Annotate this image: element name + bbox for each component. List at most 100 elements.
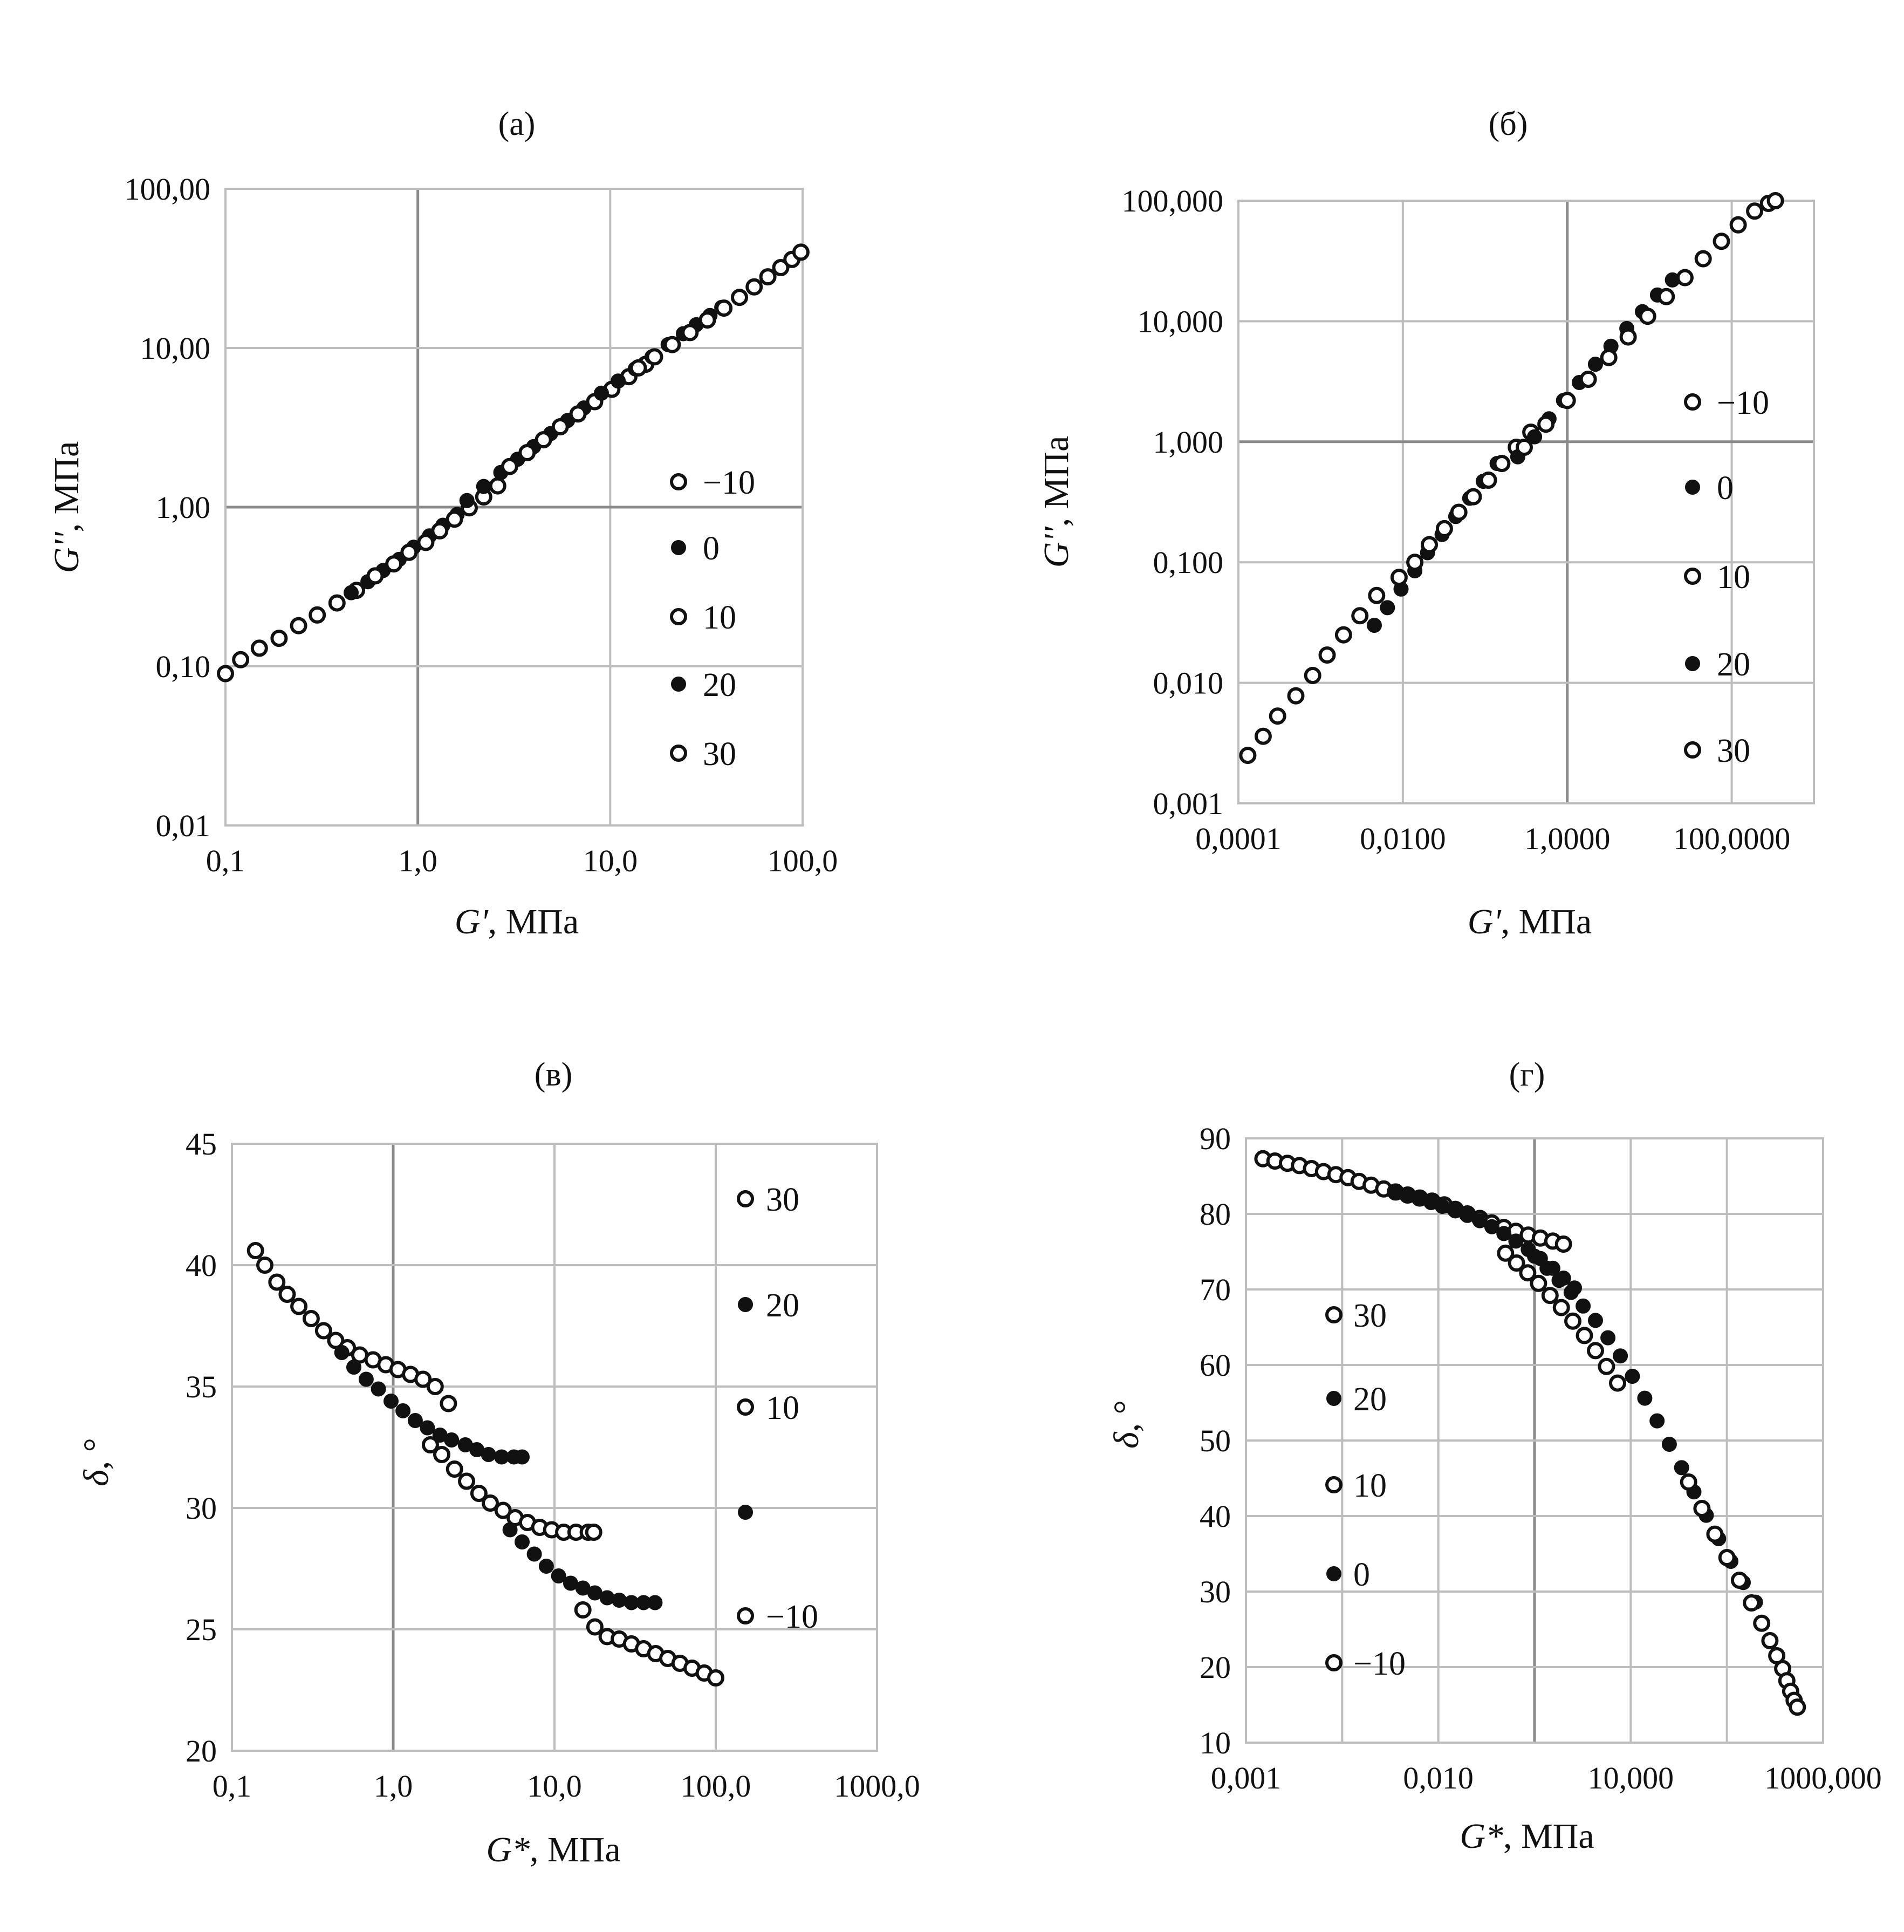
- data-point: [470, 1485, 488, 1502]
- data-point: [268, 1273, 286, 1291]
- legend-marker: [1325, 1476, 1343, 1493]
- y-axis-label: δ, °: [1107, 1400, 1146, 1449]
- data-point: [246, 1242, 264, 1259]
- data-point: [538, 1559, 554, 1574]
- y-axis-variable: G'': [1037, 526, 1076, 568]
- data-point: [302, 1310, 320, 1327]
- data-point: [745, 278, 763, 296]
- data-point: [772, 259, 790, 276]
- x-tick-label: 10,000: [1588, 1760, 1674, 1796]
- data-point: [1480, 472, 1497, 489]
- data-point: [1551, 1273, 1567, 1288]
- x-tick-label: 100,0: [681, 1769, 751, 1804]
- data-point: [1576, 1327, 1593, 1344]
- data-point: [759, 268, 777, 286]
- legend-marker: [738, 1297, 753, 1312]
- data-point: [1613, 1348, 1628, 1364]
- series-10: [366, 477, 506, 585]
- series-10: [1497, 1244, 1626, 1392]
- x-tick-label: 0,1: [213, 1769, 252, 1804]
- legend-marker: [1325, 1306, 1343, 1323]
- data-point: [1600, 349, 1618, 366]
- data-point: [1713, 233, 1730, 250]
- data-point: [346, 1360, 361, 1375]
- data-point: [594, 385, 609, 401]
- legend-label: 20: [703, 667, 736, 704]
- legend-label: 10: [703, 599, 736, 636]
- data-point: [1497, 1244, 1515, 1262]
- data-point: [1269, 707, 1286, 725]
- panel-title: (г): [1509, 1056, 1545, 1093]
- data-point: [395, 1403, 411, 1418]
- data-point: [1693, 1500, 1711, 1517]
- legend-marker: [670, 608, 687, 625]
- data-point: [1508, 1254, 1525, 1272]
- data-point: [407, 1413, 423, 1428]
- data-point: [1530, 1274, 1547, 1292]
- data-point: [1464, 488, 1482, 506]
- x-axis-unit: , МПа: [1501, 902, 1592, 941]
- data-point: [647, 1595, 663, 1610]
- legend-marker: [1325, 1654, 1343, 1671]
- legend-marker: [1326, 1391, 1341, 1406]
- data-point: [1649, 1413, 1665, 1429]
- series-30: [217, 582, 365, 682]
- data-point: [731, 289, 748, 306]
- x-axis-label: G', МПа: [1468, 902, 1592, 941]
- data-point: [698, 311, 716, 329]
- x-tick-label: 1000,000: [1764, 1760, 1882, 1796]
- data-point: [250, 639, 268, 657]
- data-point: [515, 1449, 530, 1465]
- data-point: [1239, 747, 1257, 764]
- legend-label: 0: [1353, 1556, 1370, 1593]
- data-point: [327, 1332, 345, 1349]
- data-point: [328, 594, 346, 612]
- data-point: [400, 543, 418, 561]
- data-point: [1519, 1264, 1537, 1282]
- data-point: [1694, 250, 1712, 268]
- x-axis-variable: G*: [486, 1830, 530, 1869]
- y-tick-label: 1,00: [156, 490, 211, 525]
- data-point: [681, 324, 699, 342]
- data-point: [663, 336, 681, 353]
- panel-title: (в): [535, 1056, 573, 1093]
- y-tick-label: 45: [186, 1127, 217, 1162]
- data-point: [1674, 1460, 1689, 1476]
- data-point: [1576, 1298, 1591, 1314]
- data-point: [599, 1590, 615, 1606]
- data-point: [1541, 1287, 1559, 1305]
- data-point: [421, 1436, 439, 1453]
- legend-label: 10: [1353, 1467, 1387, 1504]
- y-tick-label: 1,000: [1153, 425, 1224, 460]
- x-tick-label: 0,0100: [1360, 821, 1446, 856]
- data-point: [1334, 626, 1352, 644]
- data-point: [1587, 357, 1603, 372]
- data-point: [1406, 554, 1424, 571]
- legend-marker: [671, 540, 686, 555]
- data-point: [501, 458, 518, 475]
- y-tick-label: 100,000: [1122, 183, 1224, 219]
- legend-marker: [1326, 1566, 1341, 1581]
- legend-marker: [671, 677, 686, 692]
- data-point: [1472, 1213, 1488, 1228]
- legend-label: 10: [766, 1390, 799, 1426]
- x-axis-label: G*, МПа: [1460, 1817, 1594, 1856]
- y-tick-label: 0,010: [1153, 666, 1224, 701]
- legend-marker: [738, 1505, 753, 1520]
- data-point: [1493, 455, 1511, 473]
- x-tick-label: 0,001: [1211, 1760, 1282, 1796]
- data-point: [420, 1420, 435, 1436]
- data-point: [1421, 536, 1438, 554]
- data-point: [385, 555, 403, 573]
- y-axis-variable: δ: [77, 1469, 116, 1486]
- data-point: [1766, 192, 1784, 209]
- data-point: [217, 665, 234, 682]
- data-point: [1380, 600, 1395, 616]
- data-point: [518, 444, 536, 461]
- data-point: [1637, 1390, 1653, 1406]
- series-30: [1239, 586, 1386, 764]
- legend-label: −10: [703, 465, 755, 501]
- data-point: [1254, 727, 1272, 745]
- legend-label: 20: [766, 1287, 799, 1324]
- data-point: [414, 1370, 432, 1388]
